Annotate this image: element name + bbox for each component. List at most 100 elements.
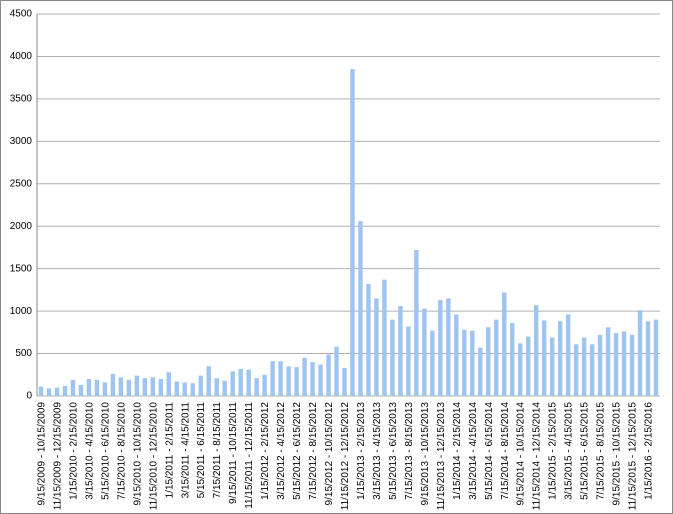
x-tick-label: 11/15/2012 - 12/15/2012	[340, 402, 351, 511]
bar	[589, 344, 595, 396]
bar	[422, 308, 427, 396]
bar	[470, 330, 475, 396]
y-tick-label: 3000	[10, 136, 33, 147]
bar	[486, 327, 491, 396]
bar	[366, 283, 371, 396]
bar	[342, 367, 347, 396]
x-tick-label: 5/15/2013 - 6/15/2013	[388, 402, 399, 500]
bar	[222, 380, 227, 396]
bar	[565, 314, 571, 396]
x-tick-label: 3/15/2014 - 4/15/2014	[468, 402, 479, 500]
bar	[605, 327, 611, 396]
x-tick-label: 9/15/2015 - 10/15/2015	[612, 402, 623, 506]
bar	[86, 379, 92, 396]
bar	[645, 321, 651, 396]
x-tick-label: 9/15/2013 - 10/15/2013	[420, 402, 431, 506]
bar	[118, 377, 124, 396]
bar	[310, 362, 315, 396]
x-tick-label: 9/15/2011 - 10/15/2011	[228, 402, 239, 504]
bar	[174, 381, 179, 396]
bar	[653, 319, 659, 396]
bar	[286, 366, 291, 396]
bar	[541, 320, 547, 396]
bar	[581, 337, 587, 396]
bar	[629, 334, 635, 396]
bar	[302, 357, 307, 396]
x-tick-label: 3/15/2011 - 4/15/2011	[180, 402, 191, 499]
bar	[238, 368, 243, 396]
x-tick-label: 1/15/2011 - 2/15/2011	[164, 402, 175, 499]
x-tick-label: 11/15/2009 - 12/15/2009	[52, 402, 63, 511]
x-tick-label: 9/15/2010 - 10/15/2010	[132, 402, 143, 506]
x-tick-label: 11/15/2010 - 12/15/2010	[148, 402, 159, 511]
x-tick-label: 7/15/2012 - 8/15/2012	[308, 402, 319, 500]
bar	[158, 379, 164, 396]
bar	[190, 383, 195, 396]
bar	[613, 333, 619, 396]
x-tick-label: 1/15/2012 - 2/15/2012	[260, 402, 271, 500]
bar	[438, 300, 443, 396]
bar	[621, 331, 627, 396]
bar	[398, 306, 403, 396]
bar	[446, 298, 451, 396]
bar	[198, 375, 203, 396]
bar	[334, 346, 339, 396]
bar	[526, 336, 531, 396]
bar	[38, 386, 44, 396]
bar	[462, 329, 467, 396]
x-tick-label: 5/15/2012 - 6/15/2012	[292, 402, 303, 500]
y-tick-label: 2000	[10, 221, 33, 232]
x-tick-label: 7/15/2010 - 8/15/2010	[116, 402, 127, 500]
bar	[414, 249, 419, 396]
bar	[262, 374, 267, 396]
x-tick-label: 1/15/2013 - 2/15/2013	[356, 402, 367, 500]
x-tick-label: 11/15/2015 - 12/15/2015	[628, 402, 639, 511]
bar	[390, 319, 395, 396]
x-tick-label: 3/15/2010 - 4/15/2010	[84, 402, 95, 500]
x-tick-label: 9/15/2012 - 10/15/2012	[324, 402, 335, 506]
bar	[382, 279, 387, 396]
bar	[597, 334, 603, 396]
bar	[270, 361, 275, 396]
bar	[134, 375, 140, 396]
bar	[246, 369, 251, 396]
bar	[326, 354, 331, 396]
bar	[182, 382, 187, 396]
x-tick-label: 7/15/2015 - 8/15/2015	[596, 402, 607, 500]
bar	[518, 343, 523, 396]
bar	[110, 373, 116, 396]
bar	[166, 372, 171, 396]
bar	[78, 384, 84, 396]
bar	[549, 337, 555, 396]
bar	[502, 292, 507, 396]
bar	[454, 314, 459, 396]
x-tick-label: 1/15/2016 - 2/15/2016	[644, 402, 655, 500]
x-tick-label: 11/15/2014 - 12/15/2014	[532, 402, 543, 511]
x-tick-label: 5/15/2015 - 6/15/2015	[580, 402, 591, 500]
bar	[94, 379, 100, 396]
x-tick-label: 1/15/2015 - 2/15/2015	[548, 402, 559, 500]
bar	[126, 379, 132, 396]
x-tick-label: 5/15/2010 - 6/15/2010	[100, 402, 111, 500]
bar	[278, 361, 283, 396]
bar	[494, 319, 499, 396]
bar	[230, 371, 235, 396]
bar	[557, 321, 563, 396]
x-tick-label: 5/15/2011 - 6/15/2011	[196, 402, 207, 499]
bar	[254, 378, 259, 396]
bar	[374, 298, 379, 396]
y-tick-label: 4000	[10, 51, 33, 62]
x-tick-label: 7/15/2011 - 8/15/2011	[212, 402, 223, 499]
x-tick-label: 9/15/2014 - 10/15/2014	[516, 402, 527, 506]
bar	[46, 388, 52, 396]
bar	[510, 322, 515, 396]
bar	[206, 366, 211, 396]
bar	[573, 344, 579, 396]
y-tick-label: 4500	[10, 9, 33, 20]
bar	[70, 379, 76, 396]
x-tick-label: 3/15/2013 - 4/15/2013	[372, 402, 383, 500]
x-tick-label: 9/15/2009 - 10/15/2009	[36, 402, 47, 506]
x-tick-label: 11/15/2013 - 12/15/2013	[436, 402, 447, 511]
y-tick-label: 3500	[10, 94, 33, 105]
